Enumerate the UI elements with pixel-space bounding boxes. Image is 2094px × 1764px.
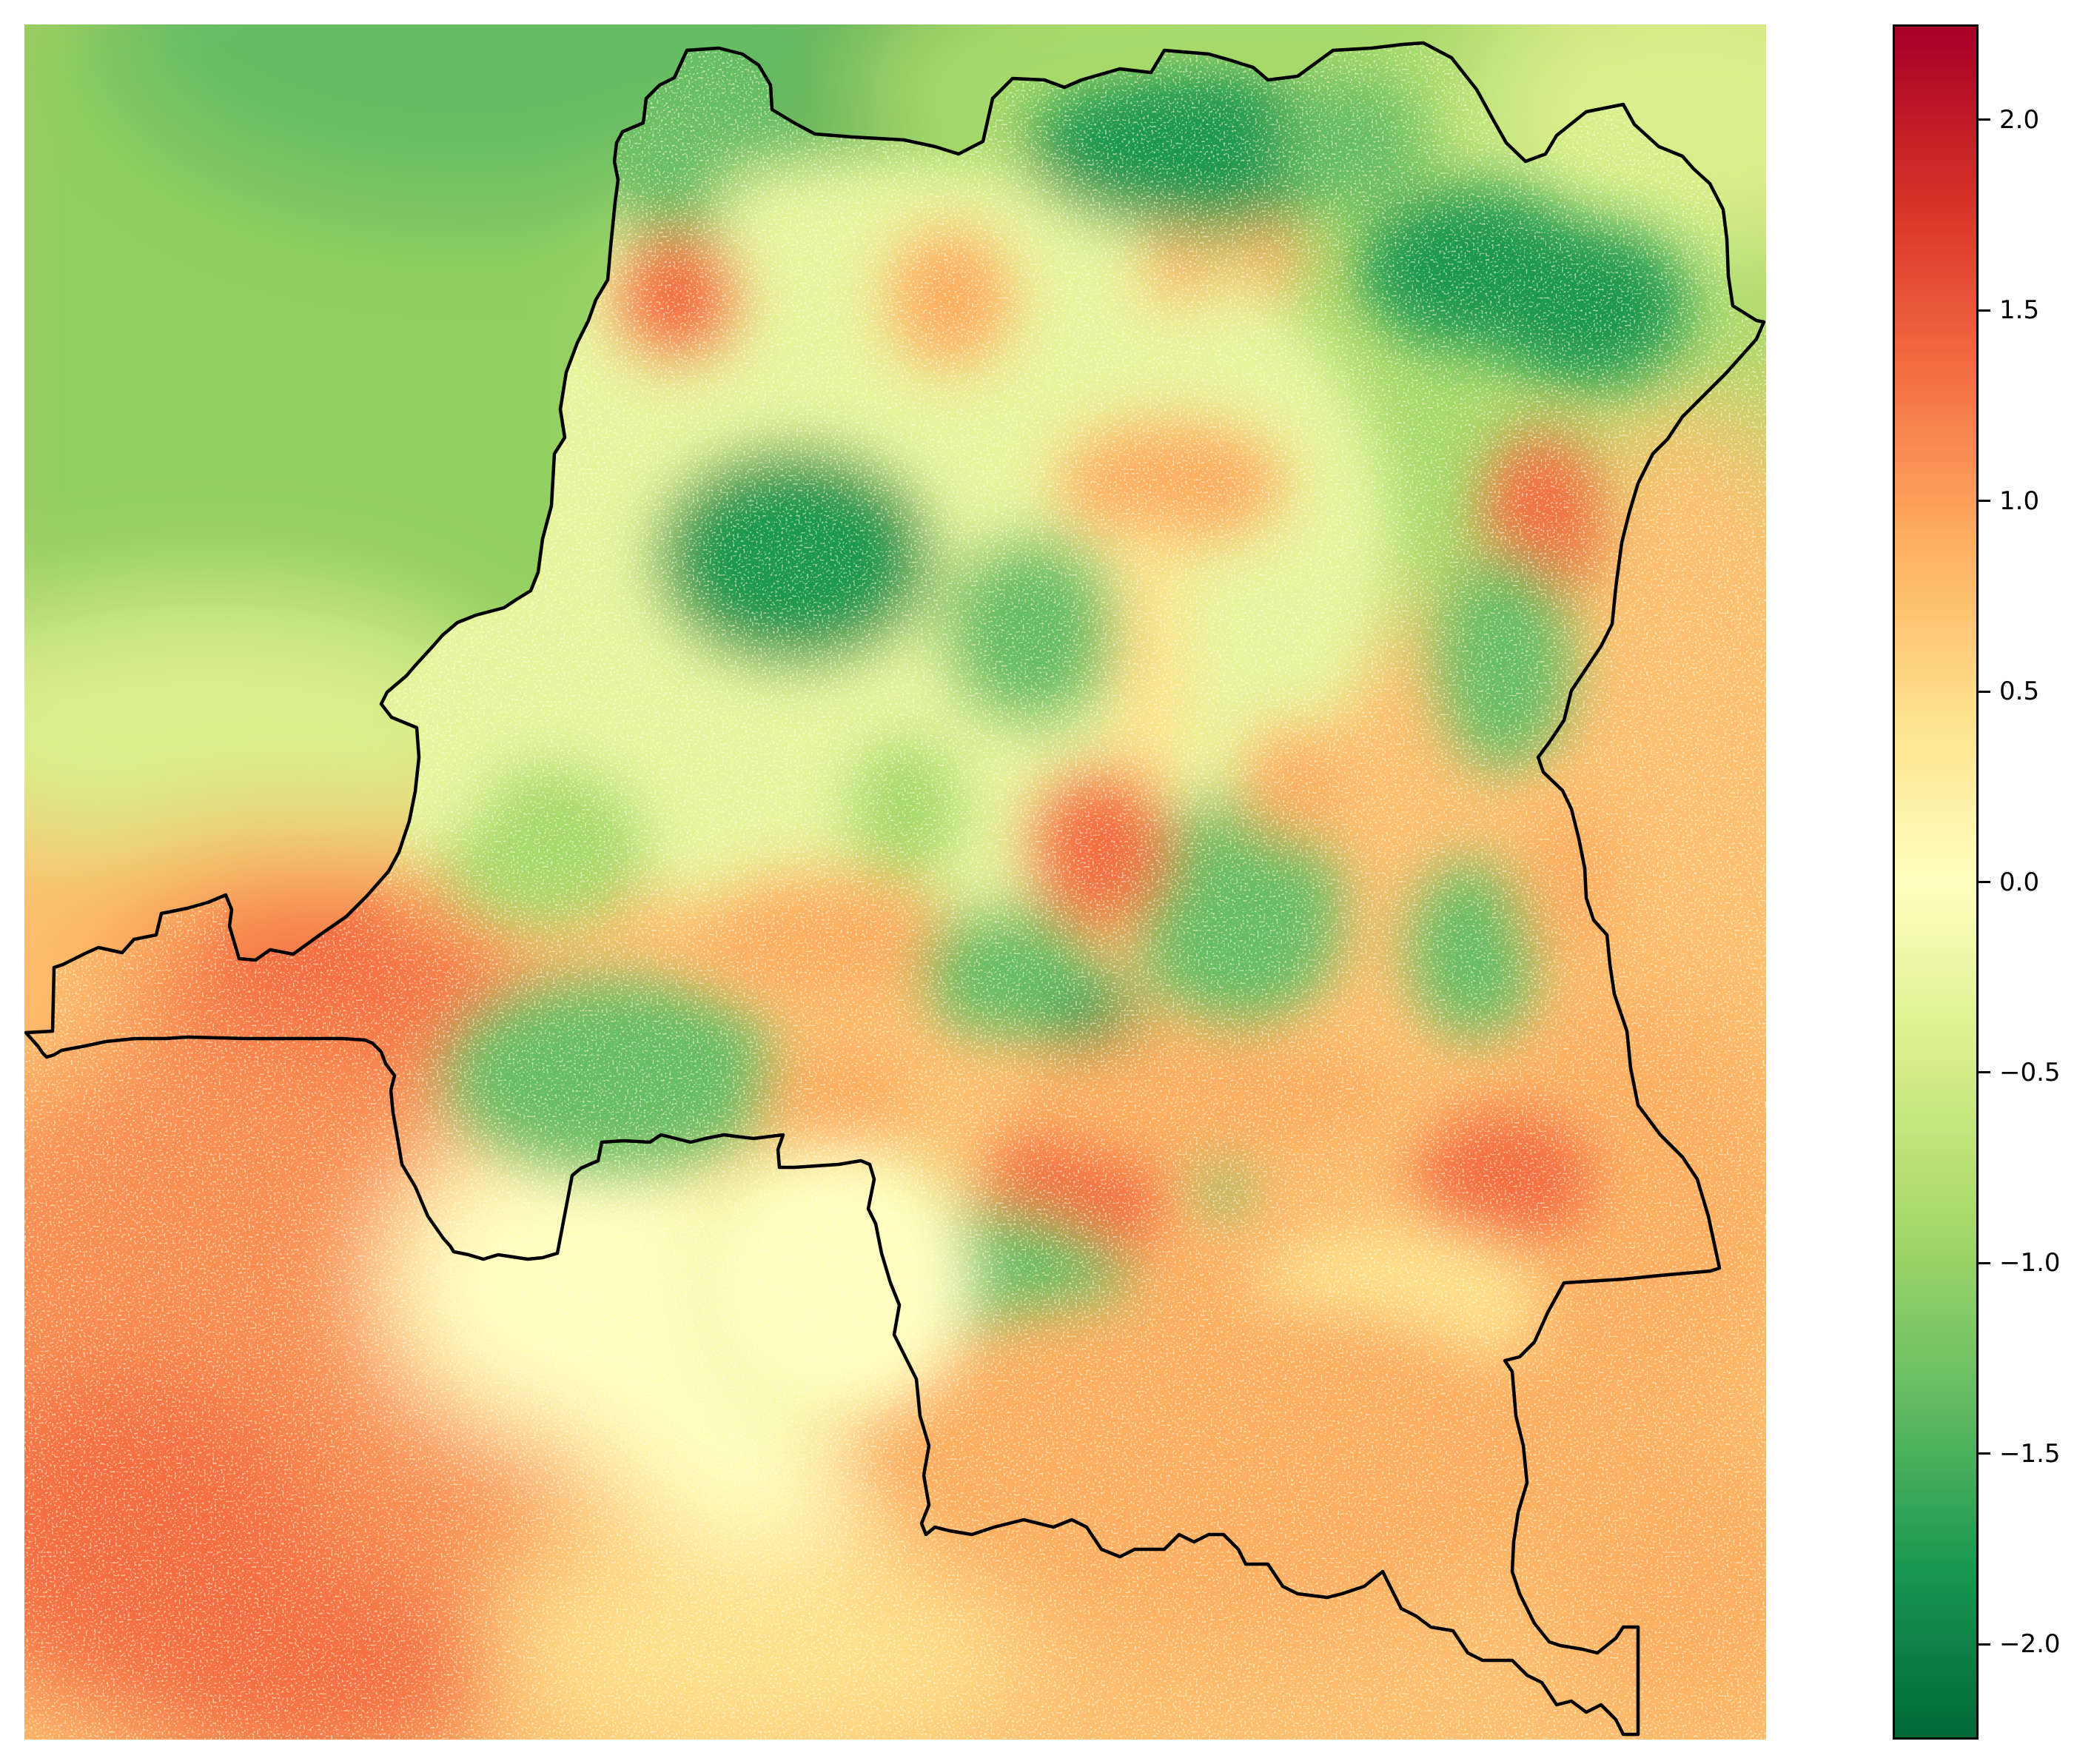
colorbar-tick-label: −1.0 <box>1999 1248 2061 1278</box>
colorbar-tick-mark <box>1979 1452 1990 1455</box>
colorbar-tick-label: 2.0 <box>1999 104 2040 135</box>
colorbar-tick-label: 0.5 <box>1999 677 2040 707</box>
country-boundary <box>24 41 1766 1737</box>
colorbar-tick-label: 0.0 <box>1999 867 2040 897</box>
colorbar-tick-mark <box>1979 309 1990 312</box>
colorbar-tick-mark <box>1979 118 1990 121</box>
map-svg <box>24 24 1766 1740</box>
colorbar-tick-label: 1.0 <box>1999 486 2040 516</box>
colorbar-tick-label: 1.5 <box>1999 295 2040 326</box>
colorbar-tick-mark <box>1979 881 1990 883</box>
colorbar-tick-mark <box>1979 1261 1990 1264</box>
map-panel <box>24 24 1766 1740</box>
colorbar-tick-mark <box>1979 690 1990 693</box>
colorbar-tick-mark <box>1979 500 1990 503</box>
colorbar-tick-mark <box>1979 1071 1990 1074</box>
colorbar-tick-label: −0.5 <box>1999 1057 2061 1087</box>
colorbar-tick-label: −1.5 <box>1999 1438 2061 1469</box>
colorbar-tick-mark <box>1979 1643 1990 1646</box>
colorbar <box>1893 24 1979 1740</box>
colorbar-tick-label: −2.0 <box>1999 1629 2061 1660</box>
